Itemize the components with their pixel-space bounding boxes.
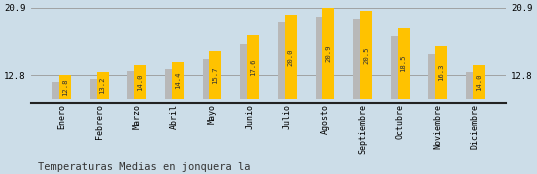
Text: 12.8: 12.8 — [62, 78, 68, 96]
Bar — [429, 54, 440, 99]
Bar — [59, 75, 71, 99]
Bar — [473, 65, 485, 99]
Bar — [360, 11, 372, 99]
Bar — [134, 65, 146, 99]
Bar — [172, 62, 184, 99]
Text: 14.0: 14.0 — [476, 73, 482, 91]
Text: 20.9: 20.9 — [325, 44, 331, 62]
Bar — [397, 28, 410, 99]
Bar — [90, 79, 102, 99]
Bar — [322, 8, 335, 99]
Text: 15.7: 15.7 — [213, 66, 219, 84]
Bar — [466, 72, 478, 99]
Text: 16.3: 16.3 — [438, 64, 444, 81]
Bar — [165, 69, 177, 99]
Bar — [353, 18, 365, 99]
Bar — [209, 51, 221, 99]
Bar — [52, 82, 64, 99]
Text: 14.4: 14.4 — [175, 72, 181, 89]
Bar — [316, 17, 328, 99]
Bar — [435, 46, 447, 99]
Text: 13.2: 13.2 — [99, 77, 106, 94]
Text: 20.0: 20.0 — [288, 48, 294, 66]
Text: 17.6: 17.6 — [250, 58, 256, 76]
Bar — [202, 59, 215, 99]
Text: 14.0: 14.0 — [137, 73, 143, 91]
Bar — [285, 15, 297, 99]
Text: 20.5: 20.5 — [363, 46, 369, 64]
Text: 18.5: 18.5 — [401, 54, 407, 72]
Bar — [391, 36, 403, 99]
Bar — [97, 72, 108, 99]
Bar — [127, 71, 140, 99]
Bar — [278, 22, 290, 99]
Text: Temperaturas Medias en jonquera la: Temperaturas Medias en jonquera la — [38, 162, 250, 172]
Bar — [247, 35, 259, 99]
Bar — [240, 44, 252, 99]
